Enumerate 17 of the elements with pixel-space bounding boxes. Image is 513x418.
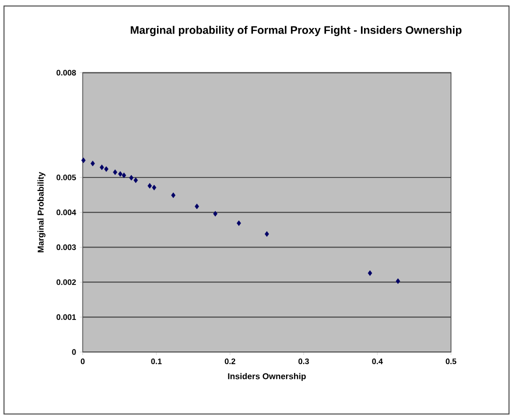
chart-title: Marginal probability of Formal Proxy Fight - Insiders Ownership <box>130 26 462 36</box>
point <box>152 184 156 190</box>
point <box>148 183 152 189</box>
y-axis-title: Marginal Probability <box>37 172 46 252</box>
point <box>104 166 108 172</box>
point <box>236 220 242 226</box>
point <box>264 231 270 237</box>
x-axis-title: Insiders Ownership <box>228 373 306 381</box>
point <box>396 278 400 284</box>
point <box>368 270 372 276</box>
point <box>118 171 122 177</box>
point <box>194 204 200 210</box>
point <box>81 158 86 164</box>
point <box>100 164 104 170</box>
point <box>112 169 118 175</box>
point <box>122 172 126 178</box>
point <box>90 160 95 166</box>
